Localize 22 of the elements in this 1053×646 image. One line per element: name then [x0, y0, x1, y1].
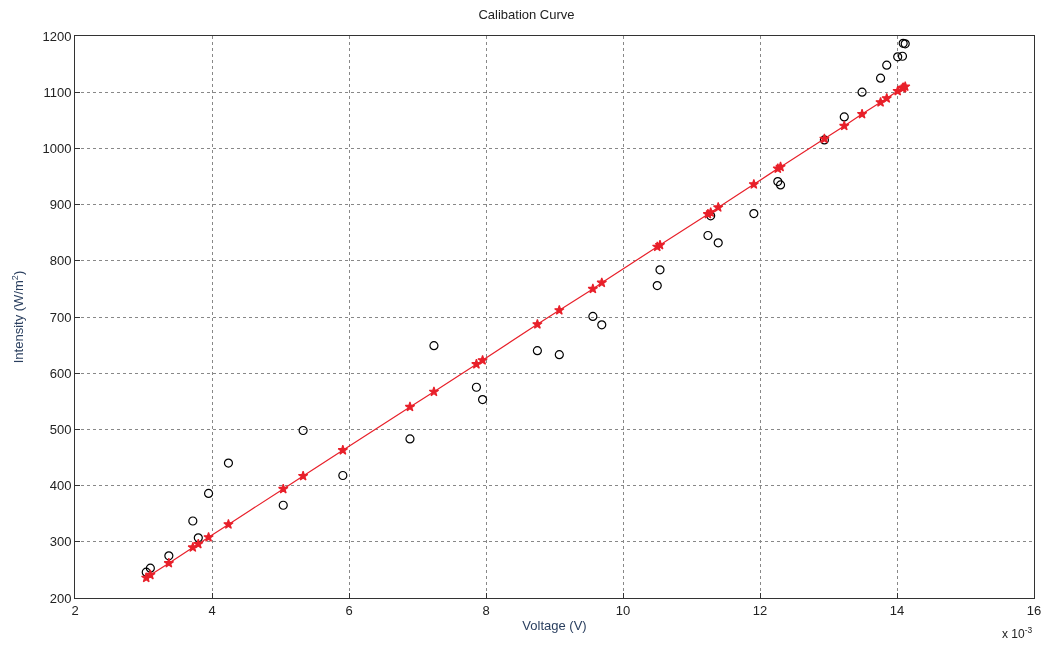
y-tick-label: 200: [49, 590, 72, 606]
x-tick-label: 4: [208, 602, 216, 618]
x-tick-label: 6: [345, 602, 353, 618]
y-tick-label: 700: [49, 309, 72, 325]
y-tick-label: 600: [49, 365, 72, 381]
chart-title: Calibation Curve: [478, 6, 575, 22]
y-tick-label: 800: [49, 253, 72, 269]
x-tick-label: 2: [71, 602, 79, 618]
text: x 10$^{-3}$: [1002, 625, 1033, 642]
x-tick-label: 12: [752, 602, 768, 618]
x-axis-title: Voltage (V): [522, 618, 587, 634]
x-tick-label: 14: [889, 602, 905, 618]
y-tick-label: 1100: [43, 84, 72, 100]
x-tick-label: 8: [482, 602, 490, 618]
y-tick-label: 1000: [42, 140, 72, 156]
y-tick-label: 400: [49, 478, 72, 494]
x-tick-label: 10: [615, 602, 631, 618]
y-tick-label: 300: [49, 534, 72, 550]
y-tick-label: 1200: [42, 28, 72, 44]
y-tick-label: 500: [49, 421, 72, 437]
x-tick-label: 16: [1026, 602, 1042, 618]
y-tick-label: 900: [49, 197, 72, 213]
